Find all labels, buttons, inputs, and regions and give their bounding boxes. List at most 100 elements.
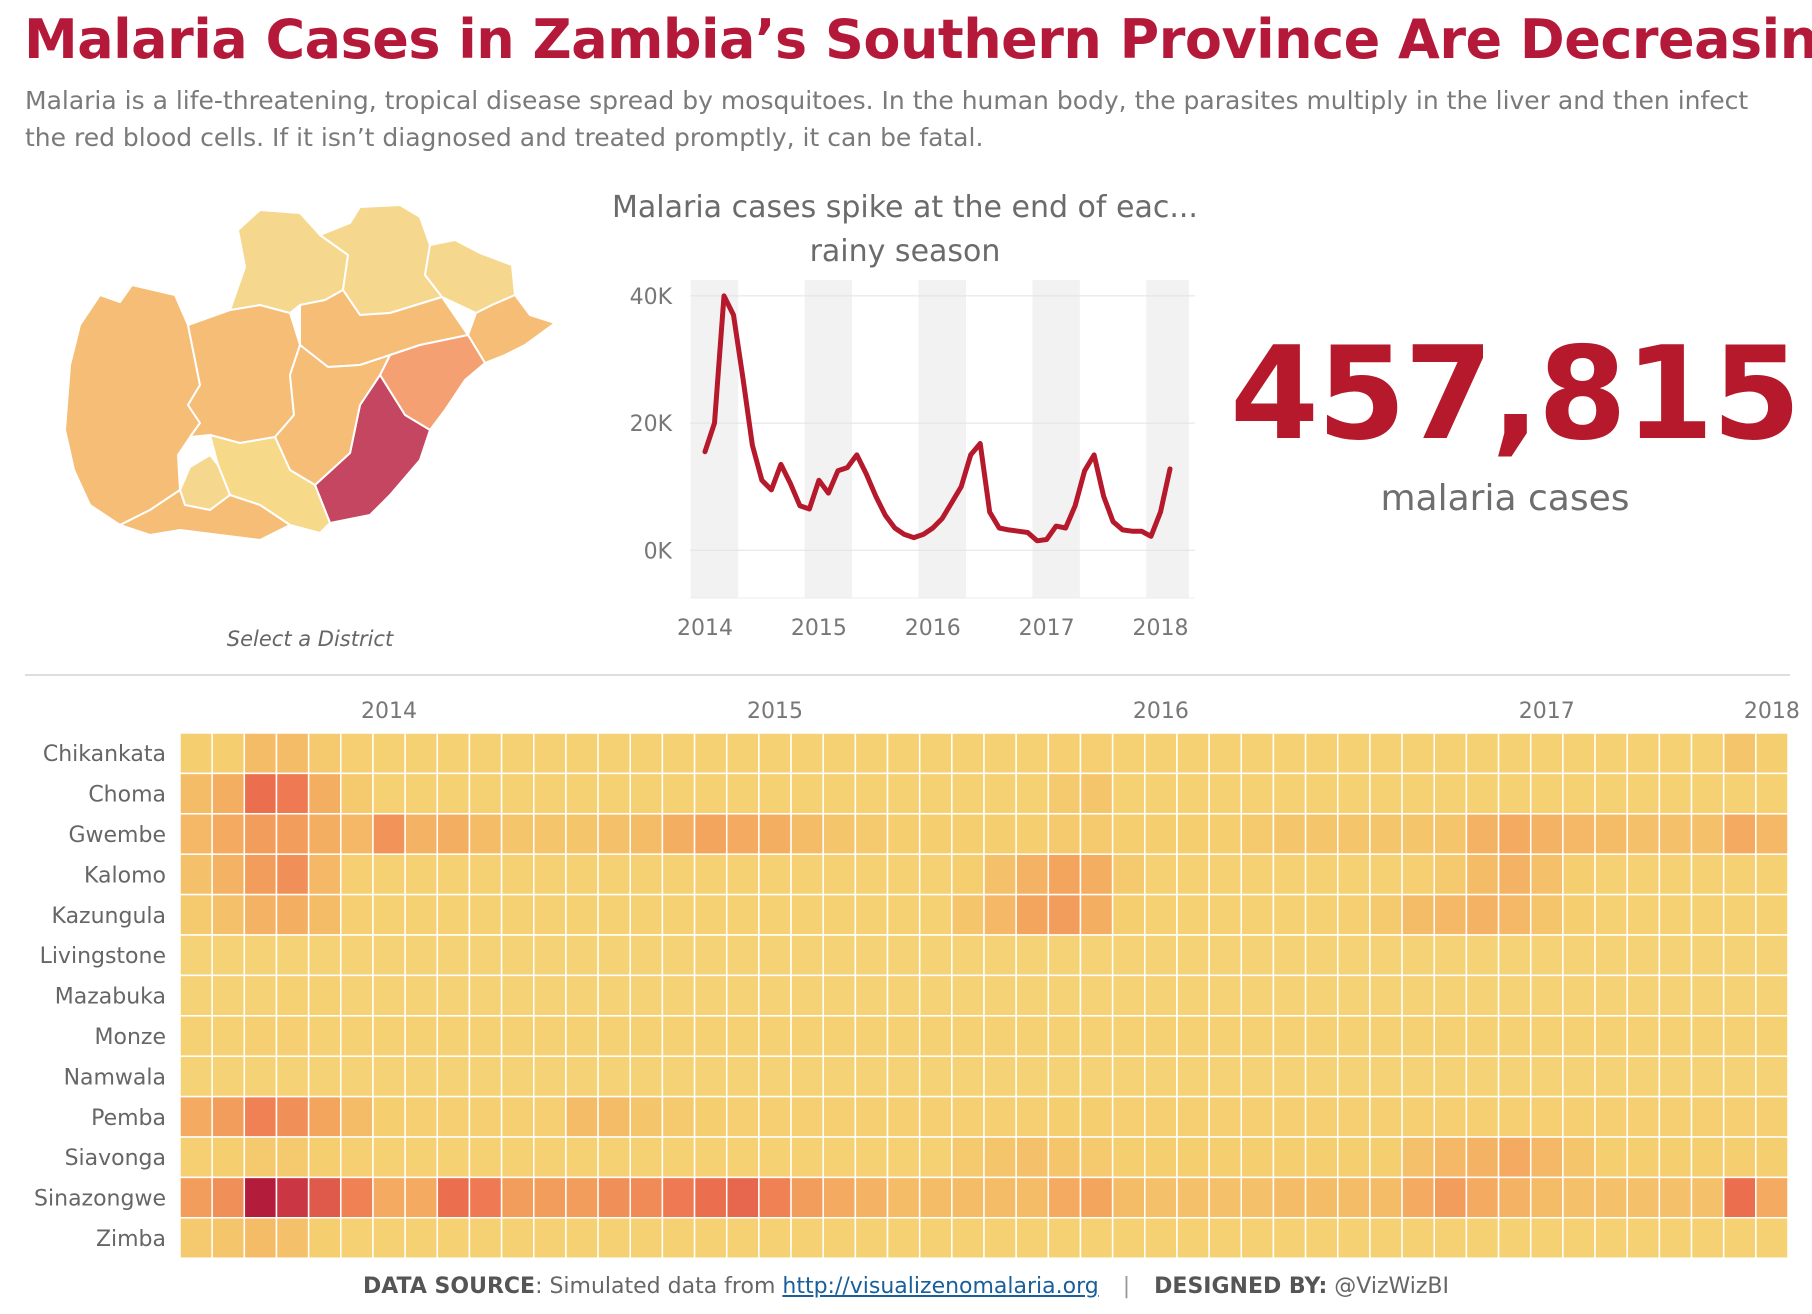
heatmap-cell[interactable] bbox=[1690, 934, 1725, 977]
heatmap-cell[interactable] bbox=[372, 974, 406, 1017]
heatmap-cell[interactable] bbox=[565, 1136, 599, 1179]
heatmap-cell[interactable] bbox=[1594, 1217, 1628, 1259]
heatmap-cell[interactable] bbox=[1529, 1015, 1564, 1057]
heatmap-cell[interactable] bbox=[597, 1176, 631, 1219]
heatmap-cell[interactable] bbox=[629, 974, 664, 1017]
heatmap-cell[interactable] bbox=[725, 1176, 760, 1219]
heatmap-cell[interactable] bbox=[597, 934, 631, 977]
heatmap-cell[interactable] bbox=[1240, 893, 1275, 936]
heatmap-cell[interactable] bbox=[468, 772, 503, 815]
heatmap-cell[interactable] bbox=[500, 853, 535, 896]
district-heatmap[interactable]: 2014 2015 2016 2017 2018 Chikankata Choma Gwem… bbox=[0, 685, 1812, 1260]
heatmap-cell[interactable] bbox=[307, 772, 342, 815]
heatmap-cell[interactable] bbox=[1015, 1095, 1050, 1138]
heatmap-cell[interactable] bbox=[758, 1055, 792, 1098]
heatmap-cell[interactable] bbox=[372, 1055, 406, 1098]
heatmap-cell[interactable] bbox=[1658, 1055, 1693, 1098]
heatmap-cell[interactable] bbox=[436, 974, 471, 1017]
heatmap-cell[interactable] bbox=[436, 1015, 471, 1057]
heatmap-cell[interactable] bbox=[211, 1176, 246, 1219]
heatmap-cell[interactable] bbox=[1433, 732, 1468, 775]
heatmap-row-label[interactable]: Chikankata bbox=[43, 742, 166, 767]
heatmap-cell[interactable] bbox=[1208, 1176, 1243, 1219]
heatmap-cell[interactable] bbox=[693, 893, 728, 936]
heatmap-cell[interactable] bbox=[1433, 772, 1468, 815]
heatmap-cell[interactable] bbox=[822, 974, 857, 1017]
heatmap-cell[interactable] bbox=[179, 893, 213, 936]
heatmap-cell[interactable] bbox=[918, 1055, 953, 1098]
heatmap-cell[interactable] bbox=[565, 1055, 599, 1098]
heatmap-cell[interactable] bbox=[1562, 1055, 1596, 1098]
heatmap-cell[interactable] bbox=[661, 974, 696, 1017]
heatmap-cell[interactable] bbox=[500, 732, 535, 775]
heatmap-cell[interactable] bbox=[1304, 893, 1339, 936]
heatmap-cell[interactable] bbox=[1111, 732, 1146, 775]
heatmap-cell[interactable] bbox=[1594, 813, 1628, 855]
heatmap-cell[interactable] bbox=[1755, 732, 1789, 775]
heatmap-cell[interactable] bbox=[1497, 1136, 1532, 1179]
heatmap-cell[interactable] bbox=[983, 934, 1017, 977]
heatmap-cell[interactable] bbox=[1208, 893, 1243, 936]
heatmap-cell[interactable] bbox=[1690, 853, 1725, 896]
heatmap-cell[interactable] bbox=[468, 974, 503, 1017]
heatmap-cell[interactable] bbox=[1658, 893, 1693, 936]
heatmap-cell[interactable] bbox=[500, 1176, 535, 1219]
heatmap-cell[interactable] bbox=[1690, 732, 1725, 775]
heatmap-cell[interactable] bbox=[1208, 1136, 1243, 1179]
heatmap-cell[interactable] bbox=[822, 893, 857, 936]
heatmap-cell[interactable] bbox=[1047, 934, 1082, 977]
heatmap-cell[interactable] bbox=[693, 1176, 728, 1219]
heatmap-cell[interactable] bbox=[1111, 1055, 1146, 1098]
heatmap-cell[interactable] bbox=[500, 934, 535, 977]
heatmap-cell[interactable] bbox=[790, 974, 824, 1017]
heatmap-cell[interactable] bbox=[1337, 772, 1371, 815]
heatmap-cell[interactable] bbox=[1562, 1095, 1596, 1138]
heatmap-cell[interactable] bbox=[1401, 1217, 1435, 1259]
heatmap-cell[interactable] bbox=[1690, 1136, 1725, 1179]
heatmap-cell[interactable] bbox=[468, 1136, 503, 1179]
heatmap-cell[interactable] bbox=[1304, 853, 1339, 896]
heatmap-cell[interactable] bbox=[918, 1095, 953, 1138]
heatmap-cell[interactable] bbox=[1594, 1176, 1628, 1219]
heatmap-cell[interactable] bbox=[1529, 813, 1564, 855]
heatmap-cell[interactable] bbox=[1337, 893, 1371, 936]
heatmap-cell[interactable] bbox=[1369, 934, 1403, 977]
heatmap-cell[interactable] bbox=[661, 732, 696, 775]
heatmap-cell[interactable] bbox=[1208, 732, 1243, 775]
line-chart[interactable]: 40K 20K 0K 2014 2015 2016 2017 2018 bbox=[600, 270, 1200, 650]
heatmap-cell[interactable] bbox=[1594, 893, 1628, 936]
heatmap-cell[interactable] bbox=[243, 1095, 278, 1138]
heatmap-cell[interactable] bbox=[1304, 1015, 1339, 1057]
heatmap-cell[interactable] bbox=[951, 772, 985, 815]
heatmap-cell[interactable] bbox=[533, 934, 567, 977]
heatmap-cell[interactable] bbox=[1722, 1217, 1757, 1259]
heatmap-cell[interactable] bbox=[918, 1176, 953, 1219]
heatmap-cell[interactable] bbox=[1529, 1055, 1564, 1098]
heatmap-cell[interactable] bbox=[243, 974, 278, 1017]
heatmap-cell[interactable] bbox=[1304, 772, 1339, 815]
heatmap-cell[interactable] bbox=[1047, 974, 1082, 1017]
heatmap-cell[interactable] bbox=[1208, 853, 1243, 896]
heatmap-cell[interactable] bbox=[243, 813, 278, 855]
heatmap-cell[interactable] bbox=[1047, 893, 1082, 936]
heatmap-cell[interactable] bbox=[1658, 772, 1693, 815]
heatmap-cell[interactable] bbox=[951, 893, 985, 936]
heatmap-cell[interactable] bbox=[1144, 813, 1178, 855]
heatmap-cell[interactable] bbox=[1144, 934, 1178, 977]
heatmap-cell[interactable] bbox=[1497, 1217, 1532, 1259]
heatmap-cell[interactable] bbox=[1111, 1095, 1146, 1138]
heatmap-cell[interactable] bbox=[1722, 1095, 1757, 1138]
heatmap-cell[interactable] bbox=[983, 1015, 1017, 1057]
heatmap-cell[interactable] bbox=[307, 1095, 342, 1138]
heatmap-cell[interactable] bbox=[661, 1055, 696, 1098]
heatmap-cell[interactable] bbox=[243, 772, 278, 815]
heatmap-cell[interactable] bbox=[1497, 893, 1532, 936]
heatmap-cell[interactable] bbox=[500, 1055, 535, 1098]
heatmap-cell[interactable] bbox=[983, 1055, 1017, 1098]
heatmap-cell[interactable] bbox=[1755, 853, 1789, 896]
heatmap-cell[interactable] bbox=[1079, 732, 1114, 775]
heatmap-cell[interactable] bbox=[886, 853, 921, 896]
heatmap-cell[interactable] bbox=[822, 1176, 857, 1219]
heatmap-cell[interactable] bbox=[372, 1136, 406, 1179]
heatmap-cell[interactable] bbox=[854, 772, 889, 815]
